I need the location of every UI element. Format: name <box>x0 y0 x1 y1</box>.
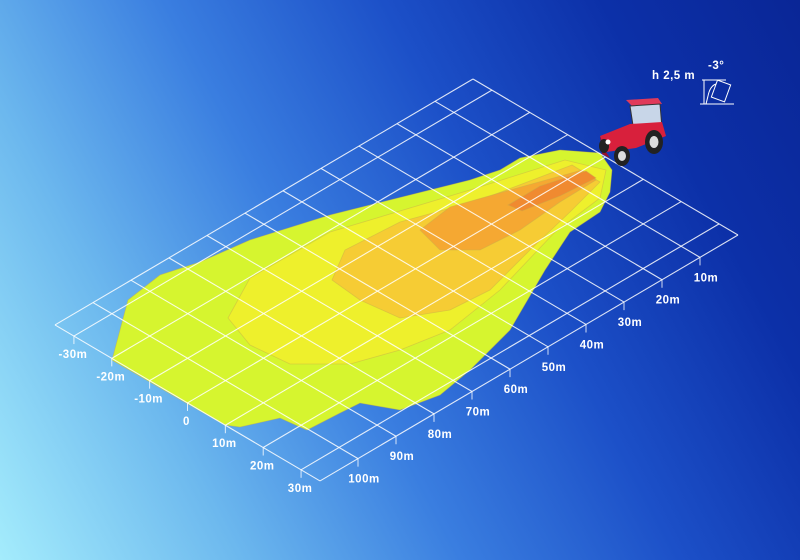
grid-line-lateral <box>187 156 606 404</box>
lamp-height-label: h 2,5 m <box>652 70 695 82</box>
lateral-tick-label: -10m <box>134 394 163 406</box>
grid-line-distance <box>434 100 701 258</box>
distance-tick-label: 40m <box>580 339 605 351</box>
grid-line-distance <box>130 279 397 437</box>
distance-tick-label: 70m <box>466 407 491 419</box>
grid-line-distance <box>168 257 435 415</box>
distance-tick-label: 60m <box>504 384 529 396</box>
lateral-tick-label: 30m <box>288 483 313 495</box>
axis-ticks <box>73 257 701 478</box>
grid-line-distance <box>92 302 359 460</box>
work-lamp-icon <box>700 79 734 105</box>
grid-line-distance <box>320 167 587 325</box>
grid-line-distance <box>472 78 739 236</box>
grid-line-lateral <box>54 78 474 326</box>
tractor-icon <box>599 98 666 166</box>
grid-line-lateral <box>262 201 682 448</box>
grid-line-lateral <box>300 223 720 471</box>
grid-line-lateral <box>111 111 531 359</box>
distance-tick-label: 80m <box>428 429 453 441</box>
grid-line-distance <box>244 212 511 370</box>
distance-tick-label: 100m <box>348 474 379 486</box>
grid-line-lateral <box>73 89 493 337</box>
grid-line-lateral <box>149 134 568 382</box>
distance-tick-label: 20m <box>656 295 681 307</box>
grid-line-distance <box>282 190 549 348</box>
ground-grid <box>54 78 739 482</box>
lateral-tick-label: 0 <box>183 416 190 428</box>
distance-tick-label: 50m <box>542 362 567 374</box>
lateral-tick-label: -30m <box>58 349 87 361</box>
axis-labels: -30m -20m -10m 0 10m 20m 30m 10m 20m 30m 40m 50m 60m… <box>58 272 719 495</box>
lamp-tilt-label: -3° <box>708 60 724 72</box>
distance-tick-label: 30m <box>618 317 643 329</box>
lateral-tick-label: 20m <box>250 461 275 473</box>
grid-line-lateral <box>225 178 644 426</box>
grid-line-distance <box>206 235 473 392</box>
distance-tick-label: 90m <box>390 451 415 463</box>
distance-tick-label: 10m <box>694 272 719 284</box>
grid-line-lateral <box>319 234 739 482</box>
lateral-tick-label: -20m <box>96 371 125 383</box>
grid-line-distance <box>358 145 625 303</box>
lateral-tick-label: 10m <box>212 438 237 450</box>
grid-line-distance <box>396 123 663 281</box>
